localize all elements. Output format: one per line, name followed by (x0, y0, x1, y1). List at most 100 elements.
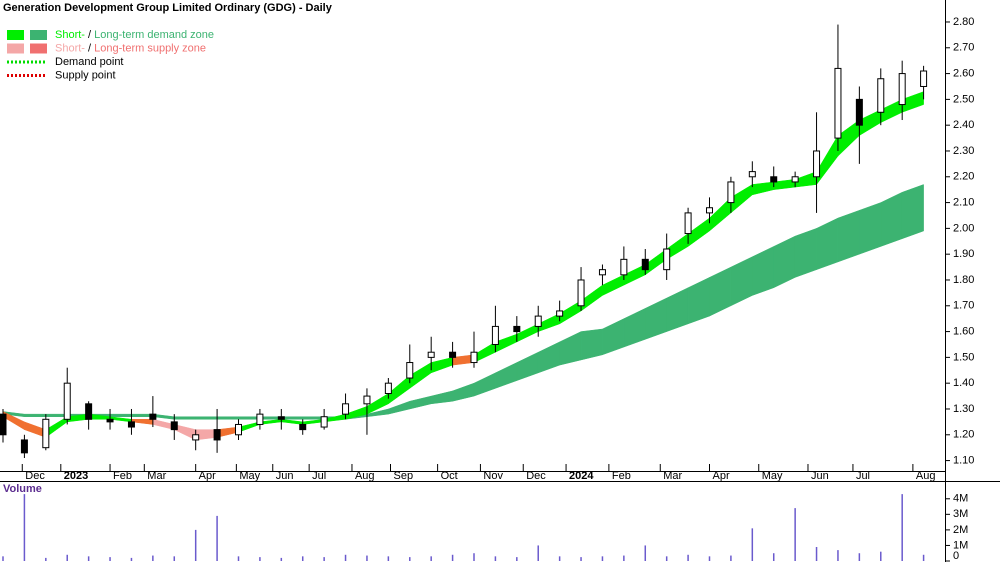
candle-body (85, 403, 93, 420)
long-term-zone (859, 202, 882, 255)
candle-body (577, 279, 585, 307)
candle-body (235, 423, 242, 436)
x-tick-label: 2024 (569, 470, 594, 482)
candle-body (449, 351, 457, 358)
candle-body (556, 310, 564, 317)
legend-swatch (7, 43, 24, 54)
candle-body (534, 315, 542, 327)
long-term-zone (837, 209, 860, 263)
candle-body (363, 395, 371, 405)
y-tick-label: 2.60 (953, 67, 974, 79)
candle-body (406, 362, 414, 379)
y-tick-label: 2.50 (953, 93, 974, 105)
legend-text: Short- (55, 29, 85, 41)
long-term-zone (109, 413, 132, 417)
legend-label: Short- / Long-term demand zone (55, 29, 214, 41)
y-tick-label: 1.30 (953, 403, 974, 415)
volume-tick-label: 2M (953, 524, 968, 536)
legend-label: Supply point (55, 69, 116, 81)
candle-body (684, 212, 692, 235)
long-term-zone (794, 228, 817, 278)
y-tick-label: 1.10 (953, 454, 974, 466)
legend-label: Short- / Long-term supply zone (55, 42, 206, 54)
candle-body (513, 325, 521, 333)
candle-body (213, 429, 221, 441)
x-tick-label: Sep (394, 470, 414, 482)
y-tick-label: 1.40 (953, 377, 974, 389)
x-tick-label: Mar (147, 470, 166, 482)
x-tick-label: Aug (916, 470, 936, 482)
x-tick-label: Mar (663, 470, 682, 482)
legend-text: / (85, 29, 94, 41)
legend-text: Long-term demand zone (94, 29, 214, 41)
y-tick-label: 1.60 (953, 325, 974, 337)
long-term-zone (216, 416, 239, 420)
y-tick-label: 1.80 (953, 274, 974, 286)
candle-body (20, 439, 28, 454)
y-tick-label: 1.50 (953, 351, 974, 363)
x-tick-label: Oct (441, 470, 458, 482)
volume-tick-label: 4M (953, 493, 968, 505)
y-tick-label: 2.70 (953, 42, 974, 54)
x-tick-label: Jun (276, 470, 294, 482)
candle-body (663, 248, 671, 271)
candle-body (770, 176, 778, 183)
y-tick-label: 2.10 (953, 196, 974, 208)
legend-text: Short- (55, 42, 85, 54)
long-term-zone (901, 184, 924, 240)
legend-label: Demand point (55, 56, 124, 68)
volume-label: Volume (3, 483, 42, 495)
long-term-zone (580, 328, 603, 361)
y-tick-label: 2.80 (953, 16, 974, 28)
candle-body (898, 73, 906, 106)
candle-body (706, 207, 713, 214)
candle-body (170, 421, 178, 431)
x-tick-label: Jun (811, 470, 829, 482)
legend-text: / (85, 42, 94, 54)
candle-body (813, 150, 821, 178)
candle-body (42, 418, 50, 449)
legend-swatch (30, 43, 47, 54)
y-tick-label: 1.90 (953, 248, 974, 260)
candle-body (192, 434, 200, 441)
candle-body (63, 382, 71, 420)
candle-body (342, 403, 350, 415)
x-tick-label: Apr (199, 470, 216, 482)
x-tick-label: Nov (483, 470, 503, 482)
x-tick-label: Jul (856, 470, 870, 482)
candle-body (491, 325, 499, 345)
candle-body (877, 78, 885, 113)
x-tick-label: 2023 (64, 470, 88, 482)
candle-body (320, 416, 328, 428)
x-tick-label: May (239, 470, 260, 482)
candle-body (470, 351, 478, 364)
chart-title: Generation Development Group Limited Ord… (3, 2, 333, 14)
candle-body (149, 413, 157, 420)
x-tick-label: Aug (355, 470, 375, 482)
candle-body (127, 421, 135, 428)
y-tick-label: 2.20 (953, 171, 974, 183)
x-tick-label: May (762, 470, 783, 482)
volume-tick-label: 1M (953, 539, 968, 551)
candle-body (106, 418, 114, 423)
y-tick-label: 2.00 (953, 222, 974, 234)
x-tick-label: Jul (312, 470, 326, 482)
candle-body (855, 98, 863, 126)
candle-body (0, 413, 7, 436)
candle-body (598, 269, 606, 276)
x-tick-label: Feb (612, 470, 631, 482)
long-term-zone (24, 413, 47, 417)
y-tick-label: 2.30 (953, 145, 974, 157)
legend-swatch (7, 30, 24, 40)
candle-body (920, 70, 928, 87)
candle-body (834, 67, 842, 139)
long-term-zone (174, 416, 196, 420)
candle-body (641, 258, 649, 271)
volume-tick-label: 0 (953, 550, 959, 562)
candle-body (256, 413, 264, 425)
candle-body (748, 171, 756, 178)
candle-body (427, 351, 435, 358)
